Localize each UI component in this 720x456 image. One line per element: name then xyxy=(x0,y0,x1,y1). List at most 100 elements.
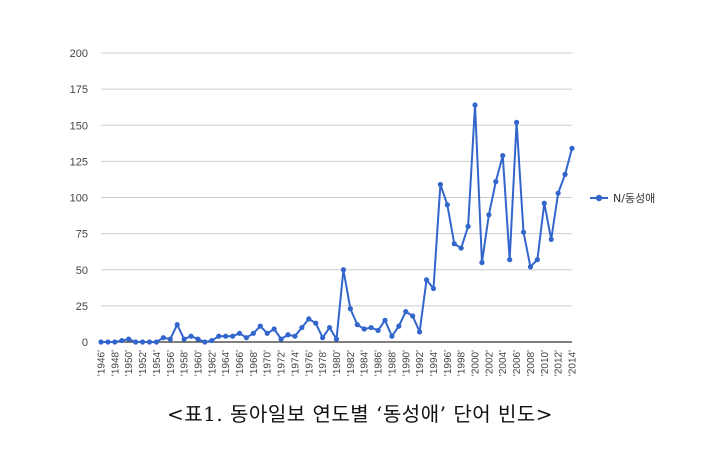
x-tick-label: '1978' xyxy=(318,350,329,376)
y-tick-label: 150 xyxy=(70,120,88,132)
data-point xyxy=(389,333,395,339)
data-point xyxy=(326,324,333,331)
y-tick-label: 125 xyxy=(70,156,88,168)
y-axis-tick-labels: 0 25 50 75 100 125 150 175 200 xyxy=(70,48,88,349)
x-tick-label: '1946' xyxy=(97,350,108,376)
data-point xyxy=(243,335,250,341)
x-tick-label: '2010' xyxy=(540,350,551,376)
x-tick-label: '2004' xyxy=(498,350,509,376)
data-point xyxy=(181,336,187,342)
data-point xyxy=(479,259,485,266)
data-point xyxy=(444,202,450,208)
legend: N/동성애 xyxy=(590,192,655,205)
data-point xyxy=(417,329,423,335)
data-point xyxy=(236,330,243,336)
data-point xyxy=(250,330,256,336)
x-tick-label: '1960' xyxy=(193,350,204,376)
y-tick-label: 175 xyxy=(70,84,88,96)
x-tick-label: '2012' xyxy=(554,350,565,376)
x-tick-label: '1998' xyxy=(457,350,468,376)
y-tick-label: 0 xyxy=(82,337,88,349)
y-tick-label: 200 xyxy=(70,48,88,60)
data-point xyxy=(133,339,139,345)
data-point xyxy=(105,339,111,345)
data-point xyxy=(223,333,229,339)
data-point xyxy=(423,277,430,283)
series-n-dongseongae xyxy=(98,102,575,345)
data-point xyxy=(527,264,534,270)
data-point xyxy=(520,229,527,235)
x-tick-label: '1982' xyxy=(346,350,357,376)
data-point xyxy=(562,171,568,177)
data-point xyxy=(139,339,146,345)
x-tick-label: '1974' xyxy=(290,350,301,376)
data-point xyxy=(541,200,547,206)
data-point xyxy=(98,339,104,345)
x-tick-label: '1996' xyxy=(443,350,454,376)
data-point xyxy=(216,333,222,339)
data-point xyxy=(486,212,492,218)
data-point xyxy=(160,335,166,341)
x-tick-label: '1958' xyxy=(180,350,191,376)
data-point xyxy=(465,223,471,229)
x-tick-label: '2006' xyxy=(512,350,523,376)
data-point xyxy=(320,335,326,341)
data-point xyxy=(313,320,319,326)
data-point xyxy=(569,145,575,151)
x-tick-label: '2002' xyxy=(484,350,495,376)
x-tick-label: '1990' xyxy=(401,350,412,376)
data-point xyxy=(195,336,201,342)
x-tick-label: '1948' xyxy=(110,350,121,376)
data-point xyxy=(472,102,478,108)
data-point xyxy=(209,337,215,344)
data-point xyxy=(410,313,416,319)
x-tick-label: '1968' xyxy=(249,350,260,376)
line-chart: 0 25 50 75 100 125 150 175 200 '1946' '1948' '1950… xyxy=(70,48,656,376)
x-tick-label: '1962' xyxy=(207,350,218,376)
data-point xyxy=(437,181,443,188)
data-point xyxy=(555,190,561,196)
y-tick-label: 100 xyxy=(70,193,88,205)
data-point xyxy=(493,179,499,185)
y-tick-label: 50 xyxy=(76,265,88,277)
data-point xyxy=(396,323,402,329)
data-point xyxy=(333,336,340,342)
data-point xyxy=(361,326,367,332)
y-tick-label: 25 xyxy=(76,301,88,313)
x-tick-label: '2000' xyxy=(471,350,482,376)
data-point xyxy=(264,330,270,336)
series-line xyxy=(101,104,573,343)
data-point xyxy=(119,337,125,344)
data-point xyxy=(507,257,513,263)
x-tick-label: '1950' xyxy=(124,350,135,376)
data-point xyxy=(167,336,173,342)
grid-lines xyxy=(101,52,572,343)
x-tick-label: '2014' xyxy=(568,350,579,376)
x-tick-label: '1956' xyxy=(166,350,177,376)
data-point xyxy=(230,333,236,339)
data-point xyxy=(382,317,388,323)
x-tick-label: '1970' xyxy=(263,350,274,376)
x-tick-label: '1976' xyxy=(304,350,315,376)
data-point xyxy=(513,119,520,125)
data-point xyxy=(500,152,506,159)
data-point xyxy=(278,336,284,342)
data-point xyxy=(340,267,347,273)
x-axis-tick-labels: '1946' '1948' '1950' '1952' '1954' '1956' '195… xyxy=(97,350,579,376)
data-point xyxy=(257,323,263,329)
data-point xyxy=(153,339,160,345)
x-tick-label: '1972' xyxy=(277,350,288,376)
data-point xyxy=(202,339,208,345)
data-point xyxy=(548,236,554,243)
y-tick-label: 75 xyxy=(76,229,88,241)
data-point xyxy=(285,332,291,338)
x-tick-label: '1994' xyxy=(429,350,440,376)
data-point xyxy=(403,309,409,315)
x-tick-label: '2008' xyxy=(526,350,537,376)
x-tick-label: '1986' xyxy=(374,350,385,376)
legend-swatch-marker xyxy=(595,194,603,202)
x-tick-label: '1984' xyxy=(360,350,371,376)
data-point xyxy=(112,339,118,345)
x-tick-label: '1992' xyxy=(415,350,426,376)
x-tick-label: '1988' xyxy=(387,350,398,376)
